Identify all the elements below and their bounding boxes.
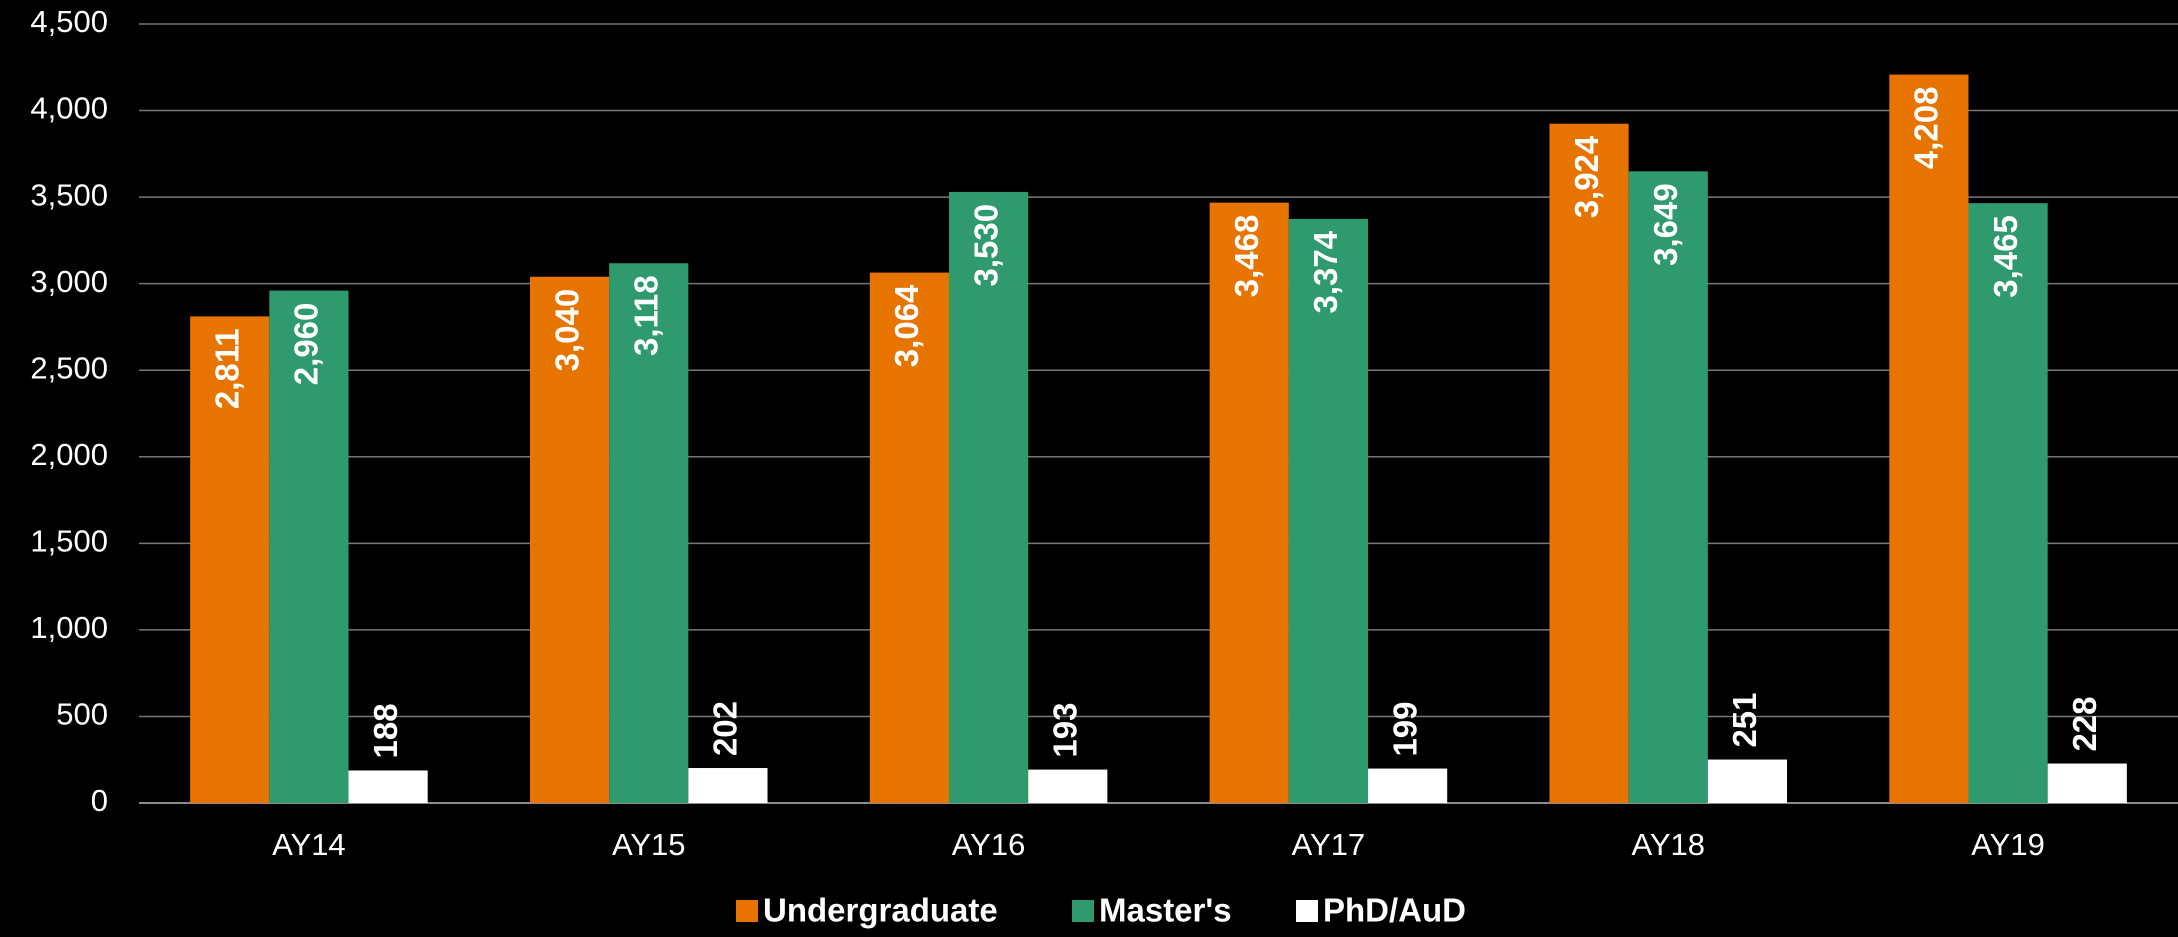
x-tick-label: AY17 bbox=[1292, 827, 1366, 862]
data-label: 3,374 bbox=[1307, 230, 1344, 313]
y-tick-label: 3,000 bbox=[30, 264, 108, 299]
bar bbox=[609, 263, 689, 803]
data-label: 2,811 bbox=[208, 328, 245, 409]
bar bbox=[348, 770, 428, 803]
data-label: 199 bbox=[1386, 701, 1423, 756]
data-label: 3,040 bbox=[548, 289, 585, 372]
x-tick-label: AY18 bbox=[1631, 827, 1705, 862]
y-tick-label: 2,000 bbox=[30, 437, 108, 472]
data-label: 3,064 bbox=[888, 284, 925, 367]
bar bbox=[1889, 74, 1969, 803]
bar bbox=[1209, 202, 1289, 804]
bar bbox=[190, 316, 270, 803]
legend-label: PhD/AuD bbox=[1323, 892, 1466, 929]
legend-swatch bbox=[736, 900, 758, 922]
data-label: 251 bbox=[1726, 692, 1763, 747]
bar bbox=[1028, 769, 1108, 803]
y-tick-label: 1,000 bbox=[30, 610, 108, 645]
y-tick-label: 1,500 bbox=[30, 524, 108, 559]
bar bbox=[1628, 171, 1708, 803]
legend-swatch bbox=[1296, 900, 1318, 922]
legend-label: Undergraduate bbox=[763, 892, 998, 929]
data-label: 3,649 bbox=[1647, 183, 1684, 266]
y-tick-label: 4,000 bbox=[30, 91, 108, 126]
data-label: 188 bbox=[367, 703, 404, 758]
data-label: 2,960 bbox=[288, 303, 325, 386]
bar bbox=[2047, 763, 2127, 803]
bar bbox=[1968, 203, 2048, 804]
data-label: 3,468 bbox=[1228, 215, 1265, 298]
data-label: 3,924 bbox=[1568, 135, 1605, 218]
bar bbox=[269, 290, 349, 803]
bar bbox=[529, 276, 610, 804]
bar bbox=[948, 191, 1029, 803]
y-tick-label: 3,500 bbox=[30, 177, 108, 212]
y-tick-label: 2,500 bbox=[30, 350, 108, 385]
bar bbox=[869, 272, 949, 804]
legend-swatch bbox=[1072, 900, 1094, 922]
x-tick-label: AY14 bbox=[272, 827, 346, 862]
x-tick-label: AY15 bbox=[612, 827, 686, 862]
data-label: 3,118 bbox=[627, 275, 664, 356]
bar bbox=[1549, 123, 1629, 804]
y-tick-label: 500 bbox=[56, 697, 108, 732]
data-label: 202 bbox=[707, 701, 744, 756]
x-tick-label: AY16 bbox=[952, 827, 1026, 862]
data-label: 3,530 bbox=[967, 204, 1004, 287]
legend-label: Master's bbox=[1099, 892, 1232, 929]
bar bbox=[1707, 759, 1788, 803]
bar bbox=[1368, 768, 1448, 803]
x-tick-label: AY19 bbox=[1971, 827, 2045, 862]
bar bbox=[1288, 218, 1369, 804]
data-label: 193 bbox=[1046, 703, 1083, 758]
data-label: 4,208 bbox=[1908, 87, 1945, 170]
y-tick-label: 0 bbox=[91, 783, 108, 818]
y-tick-label: 4,500 bbox=[30, 4, 108, 39]
data-label: 3,465 bbox=[1987, 215, 2024, 298]
bar bbox=[688, 768, 768, 803]
data-label: 228 bbox=[2066, 696, 2103, 751]
